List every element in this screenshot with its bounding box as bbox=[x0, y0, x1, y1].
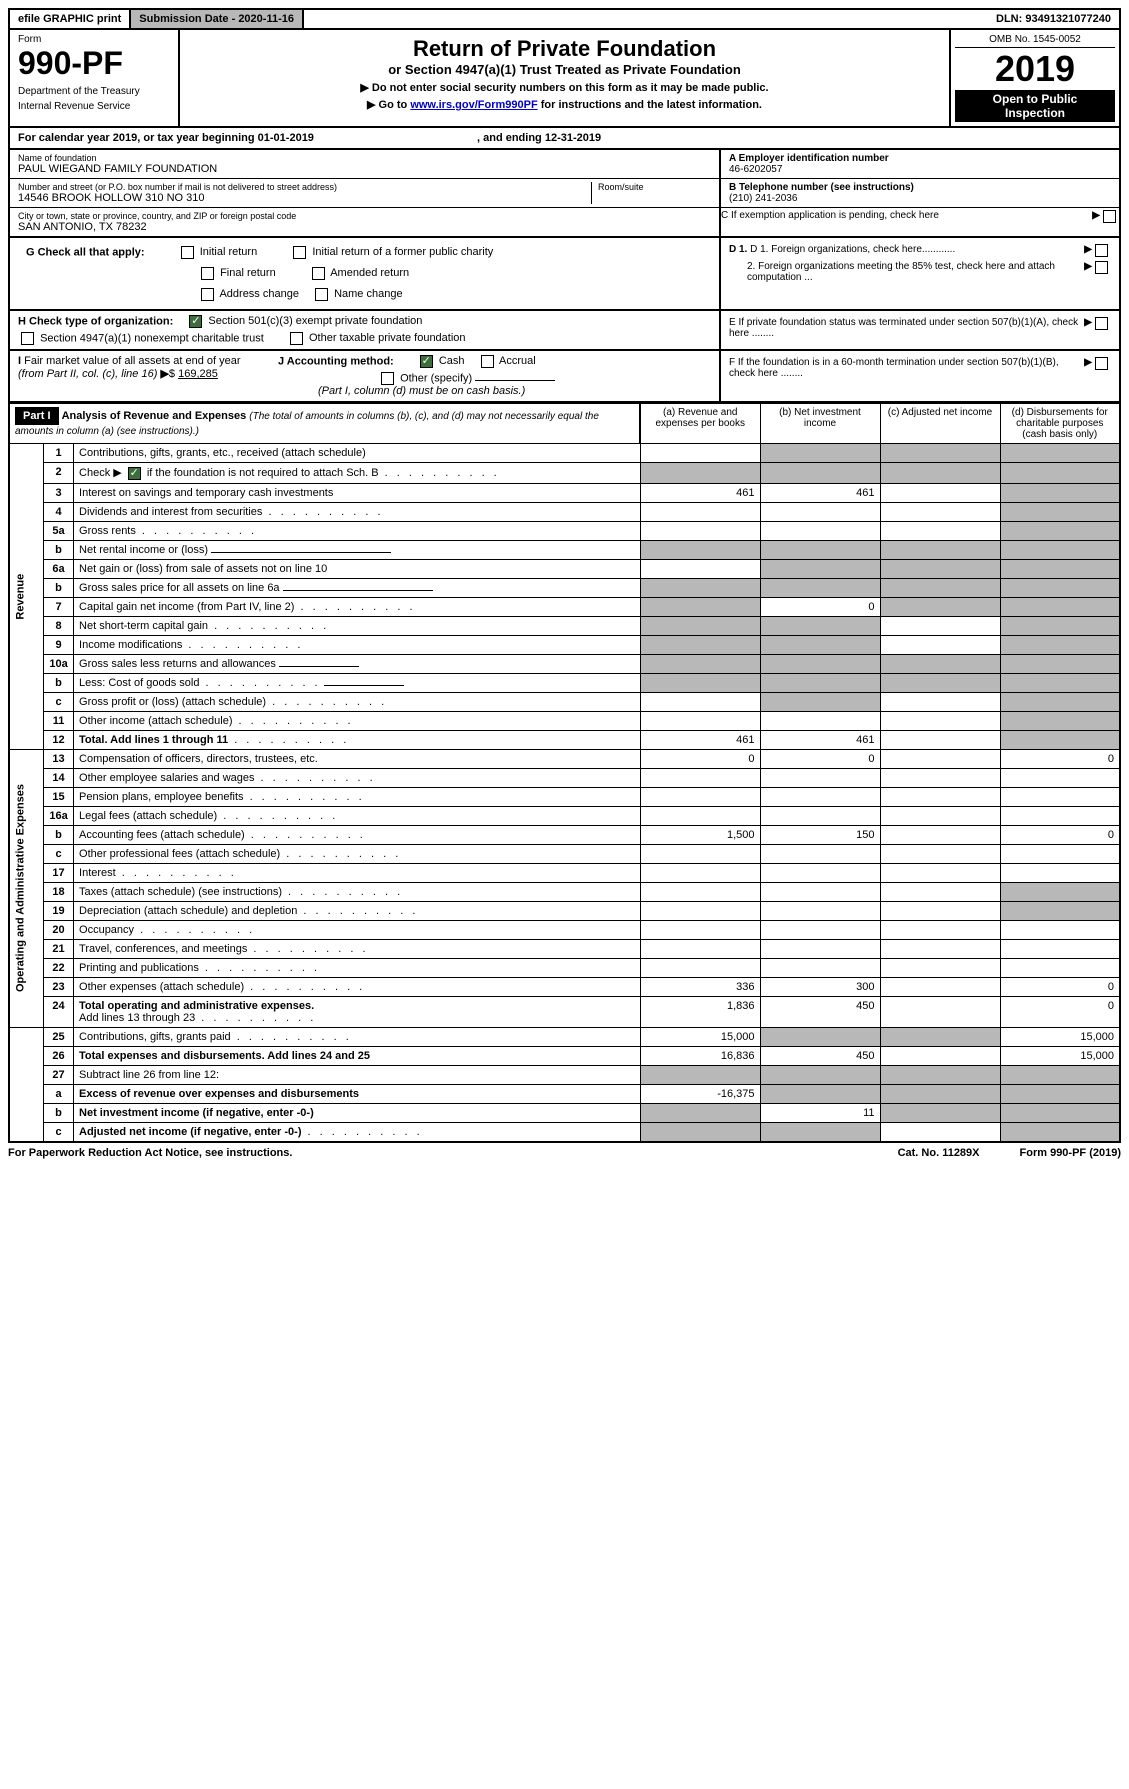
d2-foreign: 2. Foreign organizations meeting the 85%… bbox=[729, 259, 1111, 285]
l12-b: 461 bbox=[760, 730, 880, 749]
irs-link[interactable]: www.irs.gov/Form990PF bbox=[410, 99, 537, 111]
footer: For Paperwork Reduction Act Notice, see … bbox=[8, 1143, 1121, 1163]
l3-a: 461 bbox=[640, 483, 760, 502]
final-return-checkbox[interactable] bbox=[201, 267, 214, 280]
col-c-header: (c) Adjusted net income bbox=[880, 404, 1000, 444]
city-cell: City or town, state or province, country… bbox=[10, 208, 719, 236]
j-label: J Accounting method: bbox=[278, 355, 394, 367]
l12-a: 461 bbox=[640, 730, 760, 749]
room-suite-label: Room/suite bbox=[598, 182, 711, 192]
g-label: G Check all that apply: bbox=[26, 246, 145, 258]
address-cell: Number and street (or P.O. box number if… bbox=[10, 179, 719, 208]
form-number: 990-PF bbox=[18, 45, 170, 82]
calendar-year-row: For calendar year 2019, or tax year begi… bbox=[8, 128, 1121, 150]
amended-return-checkbox[interactable] bbox=[312, 267, 325, 280]
part1-title: Analysis of Revenue and Expenses bbox=[62, 410, 247, 422]
form-subtitle: or Section 4947(a)(1) Trust Treated as P… bbox=[186, 62, 943, 77]
phone-value: (210) 241-2036 bbox=[729, 193, 1111, 204]
note-ssn: ▶ Do not enter social security numbers o… bbox=[186, 81, 943, 94]
ein-cell: A Employer identification number 46-6202… bbox=[721, 150, 1119, 179]
phone-cell: B Telephone number (see instructions) (2… bbox=[721, 179, 1119, 208]
ein-value: 46-6202057 bbox=[729, 164, 1111, 175]
omb-number: OMB No. 1545-0052 bbox=[955, 34, 1115, 48]
fmv-value: 169,285 bbox=[178, 368, 218, 380]
g-check-row: G Check all that apply: Initial return I… bbox=[8, 238, 1121, 311]
year-begin: 01-01-2019 bbox=[258, 132, 314, 144]
name-address-block: Name of foundation PAUL WIEGAND FAMILY F… bbox=[8, 150, 1121, 238]
address-change-checkbox[interactable] bbox=[201, 288, 214, 301]
h-label: H Check type of organization: bbox=[18, 315, 173, 327]
top-bar: efile GRAPHIC print Submission Date - 20… bbox=[8, 8, 1121, 30]
col-d-header: (d) Disbursements for charitable purpose… bbox=[1000, 404, 1120, 444]
foundation-name: PAUL WIEGAND FAMILY FOUNDATION bbox=[18, 163, 711, 175]
dln: DLN: 93491321077240 bbox=[988, 10, 1119, 28]
e-terminated: E If private foundation status was termi… bbox=[729, 315, 1111, 341]
j-note: (Part I, column (d) must be on cash basi… bbox=[278, 385, 711, 397]
form-header: Form 990-PF Department of the Treasury I… bbox=[8, 30, 1121, 128]
part1-table: Part I Analysis of Revenue and Expenses … bbox=[8, 403, 1121, 1143]
note-post: for instructions and the latest informat… bbox=[538, 99, 762, 111]
initial-return-checkbox[interactable] bbox=[181, 246, 194, 259]
initial-former-checkbox[interactable] bbox=[293, 246, 306, 259]
form-title: Return of Private Foundation bbox=[186, 36, 943, 62]
revenue-label: Revenue bbox=[9, 444, 44, 750]
l7-b: 0 bbox=[760, 597, 880, 616]
header-right: OMB No. 1545-0052 2019 Open to Public In… bbox=[949, 30, 1119, 126]
note-link: ▶ Go to www.irs.gov/Form990PF for instru… bbox=[186, 98, 943, 111]
dept-irs: Internal Revenue Service bbox=[18, 101, 170, 112]
header-center: Return of Private Foundation or Section … bbox=[180, 30, 949, 126]
d1-checkbox[interactable] bbox=[1095, 244, 1108, 257]
ij-row: I Fair market value of all assets at end… bbox=[8, 351, 1121, 403]
paperwork-notice: For Paperwork Reduction Act Notice, see … bbox=[8, 1147, 292, 1159]
part1-label: Part I bbox=[15, 407, 59, 425]
4947-checkbox[interactable] bbox=[21, 332, 34, 345]
col-a-header: (a) Revenue and expenses per books bbox=[640, 404, 760, 444]
name-change-checkbox[interactable] bbox=[315, 288, 328, 301]
e-checkbox[interactable] bbox=[1095, 317, 1108, 330]
cat-no: Cat. No. 11289X bbox=[898, 1147, 980, 1159]
dept-treasury: Department of the Treasury bbox=[18, 86, 170, 97]
city-state-zip: SAN ANTONIO, TX 78232 bbox=[18, 221, 711, 233]
form-label: Form bbox=[18, 34, 170, 45]
exemption-pending: C If exemption application is pending, c… bbox=[721, 208, 1119, 225]
f-60month: F If the foundation is in a 60-month ter… bbox=[729, 355, 1111, 381]
tax-year: 2019 bbox=[955, 48, 1115, 90]
other-method-checkbox[interactable] bbox=[381, 372, 394, 385]
submission-date: Submission Date - 2020-11-16 bbox=[129, 10, 304, 28]
h-check-row: H Check type of organization: Section 50… bbox=[8, 311, 1121, 351]
form-footer: Form 990-PF (2019) bbox=[1020, 1147, 1121, 1159]
d2-checkbox[interactable] bbox=[1095, 261, 1108, 274]
d1-foreign: D 1. D 1. Foreign organizations, check h… bbox=[729, 242, 1111, 259]
col-b-header: (b) Net investment income bbox=[760, 404, 880, 444]
note-pre: ▶ Go to bbox=[367, 99, 410, 111]
cash-checkbox[interactable] bbox=[420, 355, 433, 368]
header-left: Form 990-PF Department of the Treasury I… bbox=[10, 30, 180, 126]
efile-label: efile GRAPHIC print bbox=[10, 10, 129, 28]
schb-checkbox[interactable] bbox=[128, 467, 141, 480]
other-taxable-checkbox[interactable] bbox=[290, 332, 303, 345]
f-checkbox[interactable] bbox=[1095, 357, 1108, 370]
501c3-checkbox[interactable] bbox=[189, 315, 202, 328]
foundation-name-cell: Name of foundation PAUL WIEGAND FAMILY F… bbox=[10, 150, 719, 179]
year-end: 12-31-2019 bbox=[545, 132, 601, 144]
open-public: Open to Public Inspection bbox=[955, 90, 1115, 122]
exemption-checkbox[interactable] bbox=[1103, 210, 1116, 223]
street-address: 14546 BROOK HOLLOW 310 NO 310 bbox=[18, 192, 591, 204]
l3-b: 461 bbox=[760, 483, 880, 502]
expense-label: Operating and Administrative Expenses bbox=[9, 749, 44, 1027]
accrual-checkbox[interactable] bbox=[481, 355, 494, 368]
